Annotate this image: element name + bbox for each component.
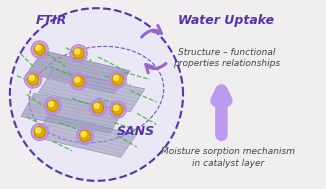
- Text: Water Uptake: Water Uptake: [178, 14, 274, 27]
- Polygon shape: [73, 76, 84, 87]
- Polygon shape: [113, 75, 119, 80]
- Polygon shape: [70, 45, 87, 61]
- Polygon shape: [31, 124, 48, 140]
- Polygon shape: [112, 104, 123, 115]
- Polygon shape: [31, 41, 48, 58]
- Polygon shape: [109, 71, 126, 88]
- Polygon shape: [44, 98, 61, 114]
- Polygon shape: [21, 93, 123, 133]
- Polygon shape: [47, 100, 58, 111]
- Polygon shape: [36, 45, 41, 50]
- Polygon shape: [27, 50, 130, 94]
- Polygon shape: [27, 74, 39, 85]
- Polygon shape: [80, 130, 91, 141]
- Polygon shape: [10, 8, 183, 181]
- Polygon shape: [25, 71, 41, 88]
- Polygon shape: [36, 128, 41, 133]
- Polygon shape: [34, 114, 137, 157]
- Polygon shape: [94, 103, 99, 108]
- Polygon shape: [112, 74, 123, 85]
- Text: Moisture sorption mechanism
in catalyst layer: Moisture sorption mechanism in catalyst …: [161, 147, 295, 168]
- Polygon shape: [49, 101, 54, 107]
- Polygon shape: [73, 48, 84, 59]
- Polygon shape: [109, 101, 126, 118]
- Text: SANS: SANS: [116, 125, 155, 138]
- Polygon shape: [93, 102, 104, 113]
- Text: Structure – functional
properties relationships: Structure – functional properties relati…: [173, 47, 280, 68]
- Polygon shape: [81, 132, 86, 137]
- Polygon shape: [29, 75, 34, 80]
- Polygon shape: [75, 49, 80, 54]
- Polygon shape: [90, 99, 106, 116]
- Polygon shape: [34, 44, 45, 55]
- Polygon shape: [75, 77, 80, 82]
- Polygon shape: [113, 105, 119, 110]
- Polygon shape: [70, 73, 87, 90]
- Text: FTIR: FTIR: [36, 14, 67, 27]
- Polygon shape: [38, 70, 145, 112]
- Polygon shape: [77, 128, 93, 144]
- Polygon shape: [34, 126, 45, 138]
